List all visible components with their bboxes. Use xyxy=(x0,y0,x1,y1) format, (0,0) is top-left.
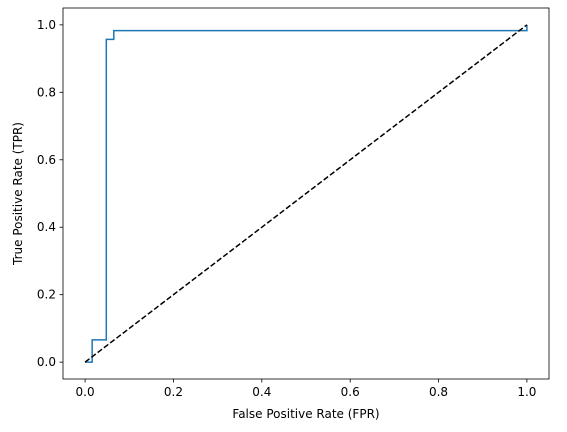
y-axis: 0.0 0.2 0.4 0.6 0.8 1.0 xyxy=(37,18,63,369)
x-tick-label: 0.4 xyxy=(252,385,271,399)
y-tick-label: 0.6 xyxy=(37,153,56,167)
y-tick-label: 0.0 xyxy=(37,355,56,369)
plot-area xyxy=(84,24,528,363)
x-tick-label: 0.2 xyxy=(164,385,183,399)
y-tick-label: 0.8 xyxy=(37,85,56,99)
axes-frame xyxy=(62,7,550,380)
y-tick-label: 0.4 xyxy=(37,220,56,234)
y-tick-label: 0.2 xyxy=(37,288,56,302)
x-tick-label: 0.8 xyxy=(429,385,448,399)
x-tick-label: 1.0 xyxy=(517,385,536,399)
y-axis-label: True Positive Rate (TPR) xyxy=(11,122,25,266)
roc-curve-line xyxy=(85,24,528,363)
x-tick-label: 0.6 xyxy=(341,385,360,399)
x-axis-label: False Positive Rate (FPR) xyxy=(232,407,379,421)
chance-diagonal-line xyxy=(84,24,528,363)
y-tick-label: 1.0 xyxy=(37,18,56,32)
x-tick-label: 0.0 xyxy=(76,385,95,399)
x-axis: 0.0 0.2 0.4 0.6 0.8 1.0 xyxy=(76,379,536,399)
